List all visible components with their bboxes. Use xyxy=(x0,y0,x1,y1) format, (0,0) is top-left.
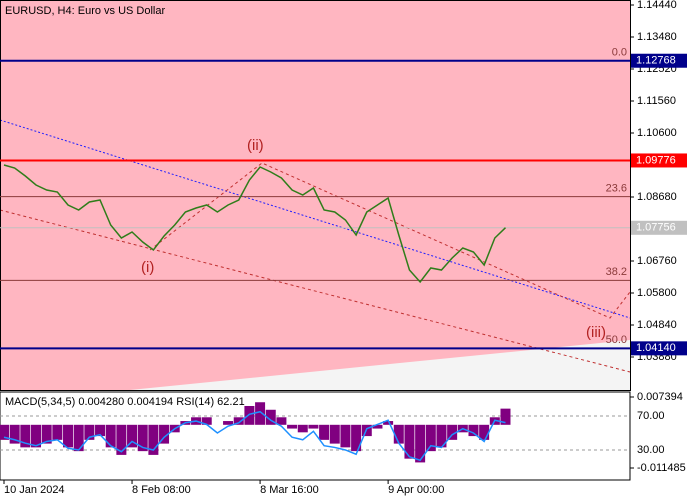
y-tick-label: 1.13480 xyxy=(637,31,677,43)
macd-bar xyxy=(233,417,244,425)
macd-bar xyxy=(393,424,404,444)
price-line xyxy=(3,164,507,284)
macd-bar xyxy=(425,424,436,452)
fan-area xyxy=(130,340,630,390)
macd-bar xyxy=(95,424,106,437)
wave-label: (iii) xyxy=(586,324,606,341)
macd-bar xyxy=(447,424,458,440)
macd-bar xyxy=(84,424,95,440)
macd-bar xyxy=(436,424,447,448)
macd-bar xyxy=(0,424,9,440)
y-tick-label: 1.04840 xyxy=(637,319,677,331)
wave-label: (ii) xyxy=(247,137,264,154)
macd-bar xyxy=(415,424,426,463)
macd-bar xyxy=(244,406,255,425)
macd-bar xyxy=(20,424,31,448)
price-tag-label: 1.07756 xyxy=(636,222,676,234)
macd-bar xyxy=(63,424,74,448)
fib-label: 23.6 xyxy=(606,183,627,195)
y-tick-label: 1.06760 xyxy=(637,255,677,267)
macd-bar xyxy=(148,424,159,455)
price-tag xyxy=(631,53,687,68)
rsi-line xyxy=(3,410,506,462)
y-tick-label: 70.00 xyxy=(637,410,665,422)
macd-bar xyxy=(255,402,266,425)
macd-bar xyxy=(73,424,84,452)
plot-background xyxy=(0,0,630,390)
y-tick-label: -0.011485 xyxy=(637,462,686,474)
price-tag-label: 1.09776 xyxy=(636,154,676,166)
macd-bar xyxy=(223,421,234,425)
macd-bar xyxy=(105,424,116,448)
price-tag xyxy=(631,153,687,168)
y-tick-label: 30.00 xyxy=(637,444,665,456)
y-tick-label: 1.11560 xyxy=(637,95,676,107)
macd-bar xyxy=(9,424,20,444)
macd-bar xyxy=(116,424,127,455)
fib-label: 0.0 xyxy=(612,47,627,59)
macd-bar xyxy=(351,424,362,452)
macd-bar xyxy=(383,421,394,425)
macd-bar xyxy=(308,424,319,429)
macd-bar xyxy=(127,424,138,448)
macd-bar xyxy=(500,408,511,425)
y-tick-label: 0.007394 xyxy=(637,391,683,403)
macd-bar xyxy=(479,424,490,440)
wave-path xyxy=(149,162,631,319)
indicator-title: MACD(5,34,5) 0.004280 0.004194 RSI(14) 6… xyxy=(5,396,245,408)
macd-bar xyxy=(137,424,148,452)
macd-bar xyxy=(265,409,276,425)
macd-bar xyxy=(201,417,212,425)
channel-line xyxy=(0,209,631,373)
x-tick-label: 8 Mar 16:00 xyxy=(260,484,319,496)
macd-bar xyxy=(41,424,52,444)
macd-bar xyxy=(404,424,415,459)
x-tick-label: 9 Apr 00:00 xyxy=(388,484,444,496)
y-tick-label: 1.14440 xyxy=(637,0,677,11)
macd-bar xyxy=(372,424,383,429)
macd-bar xyxy=(297,424,308,433)
x-tick-label: 10 Jan 2024 xyxy=(4,484,65,496)
macd-bar xyxy=(276,417,287,425)
plot-frame xyxy=(0,0,631,391)
price-tag-label: 1.12768 xyxy=(636,55,676,67)
y-tick-label: 1.05800 xyxy=(637,287,677,299)
wave-label: (i) xyxy=(141,259,154,276)
fib-label: 50.0 xyxy=(606,334,627,346)
chart-title: EURUSD, H4: Euro vs US Dollar xyxy=(5,5,165,17)
y-tick-label: 1.10600 xyxy=(637,127,677,139)
price-tag xyxy=(631,341,687,356)
macd-bar xyxy=(159,424,170,444)
macd-bar xyxy=(31,424,42,448)
price-tag xyxy=(631,220,687,235)
macd-bar xyxy=(329,424,340,444)
y-tick-label: 1.08680 xyxy=(637,191,677,203)
macd-bar xyxy=(340,424,351,448)
macd-bar xyxy=(319,424,330,440)
macd-bar xyxy=(287,424,298,429)
fib-label: 38.2 xyxy=(606,266,627,278)
macd-bar xyxy=(468,424,479,437)
x-tick-label: 8 Feb 08:00 xyxy=(132,484,191,496)
macd-bar xyxy=(52,424,63,440)
price-tag-label: 1.04140 xyxy=(636,342,676,354)
